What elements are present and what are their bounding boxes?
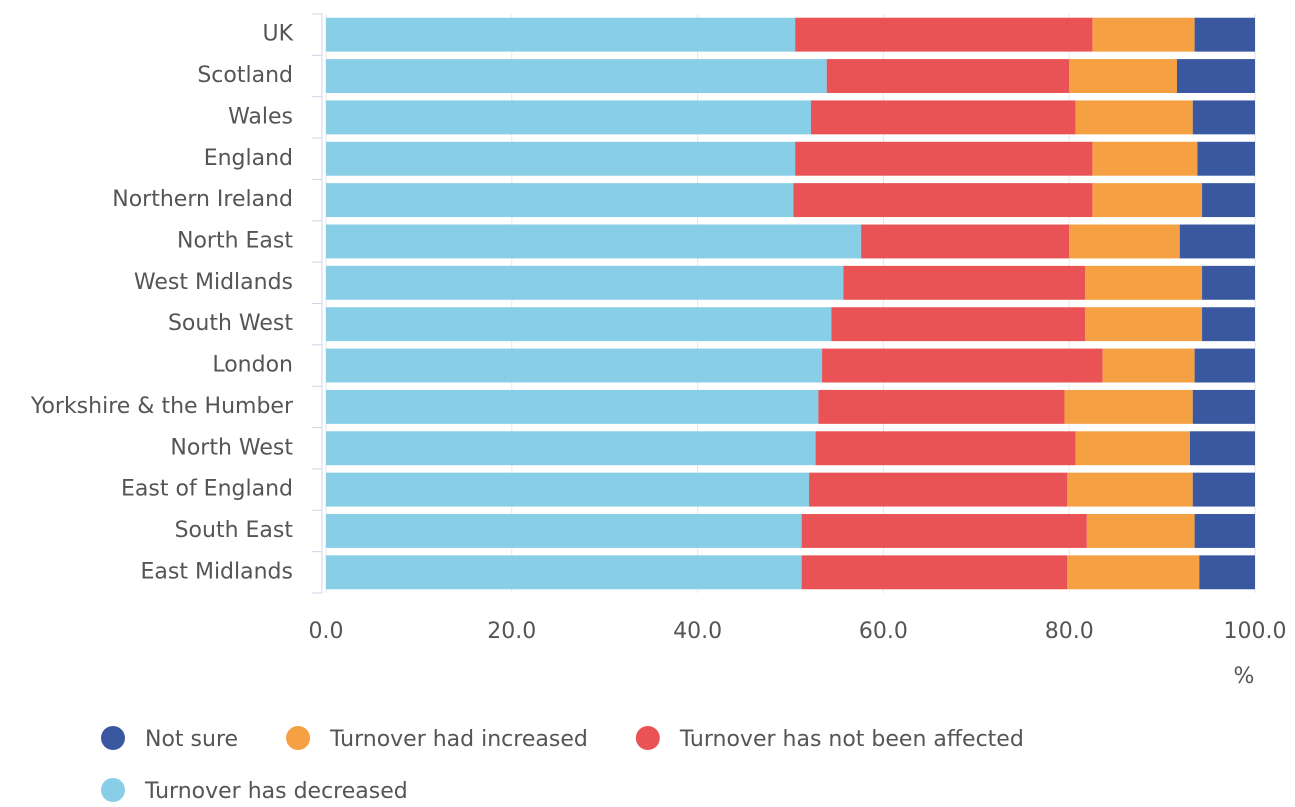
bar-segment [326,224,862,259]
bar-segment [1194,514,1255,548]
bar-segment [795,17,1093,52]
bar-segment [326,389,819,424]
bar-segment [1067,472,1193,507]
bar-segment [1202,265,1255,300]
y-tick-label: North West [170,435,293,460]
y-tick-label: London [212,353,293,378]
bar-segment [801,514,1087,548]
bar-segment [1199,555,1255,590]
bar-segment [1179,224,1255,259]
bar-segment [793,183,1093,218]
bar-segment [1102,348,1195,383]
x-tick-label: 0.0 [309,619,344,644]
x-tick-label: 80.0 [1045,619,1094,644]
bar-segment [1092,183,1203,218]
y-tick-label: North East [177,228,293,253]
y-tick-label: Wales [228,104,293,129]
bar-segment [810,100,1076,135]
bar-segment [326,555,802,590]
bar-segment [1075,431,1190,466]
y-tick-label: South West [168,311,293,336]
bar-segment [1202,183,1255,218]
legend-label: Turnover has decreased [144,779,408,804]
legend-marker [635,726,660,750]
x-tick-label: 60.0 [859,619,908,644]
bar-segment [1202,307,1255,342]
bar-segment [831,307,1085,342]
bar-segment [1075,100,1193,135]
bar-segment [326,59,827,93]
bar-segment [1197,141,1255,176]
bar-segment [1069,224,1180,259]
bar-segment [1092,17,1195,52]
bar-segment [1189,431,1255,466]
bar-segment [809,472,1068,507]
bar-segment [1092,141,1198,176]
bar-segment [1176,59,1255,93]
bar-segment [801,555,1068,590]
bar-segment [326,141,796,176]
bar-segment [1192,472,1255,507]
bar-segment [326,472,810,507]
x-axis-label: % [1234,664,1255,689]
y-tick-label: East Midlands [141,559,294,584]
y-tick-label: South East [175,518,294,543]
bar-segment [1086,514,1195,548]
bar-segment [326,100,811,135]
legend-label: Turnover had increased [329,727,588,752]
legend-label: Not sure [145,727,238,752]
bar-segment [326,348,823,383]
bar-segment [326,431,816,466]
y-tick-label: East of England [121,477,293,502]
bar-segment [795,141,1093,176]
y-tick-label: UK [262,22,293,47]
y-tick-label: Yorkshire & the Humber [30,394,294,419]
bar-segment [326,514,802,548]
y-tick-label: West Midlands [134,270,293,295]
y-tick-label: England [204,146,293,171]
bar-segment [826,59,1070,93]
y-tick-label: Northern Ireland [112,187,293,212]
bar-segment [1192,389,1255,424]
bar-segment [1192,100,1255,135]
bar-segment [843,265,1085,300]
bar-segment [326,17,796,52]
x-tick-label: 40.0 [673,619,722,644]
bar-segment [1194,17,1255,52]
bar-segment [818,389,1065,424]
bar-segment [861,224,1070,259]
y-tick-label: Scotland [197,63,293,88]
bar-segment [326,265,844,300]
legend-label: Turnover has not been affected [679,727,1024,752]
bar-segment [1069,59,1177,93]
bar-segment [1067,555,1200,590]
legend-marker [101,778,125,802]
bar-segment [1084,265,1203,300]
bar-segment [1064,389,1193,424]
bar-segment [1194,348,1255,383]
legend-marker [286,726,311,750]
bar-segment [815,431,1076,466]
bar-segment [326,183,794,218]
x-tick-label: 20.0 [487,619,536,644]
bar-segment [326,307,832,342]
x-tick-label: 100.0 [1224,619,1287,644]
bar-segment [822,348,1103,383]
bar-segment [1084,307,1203,342]
legend-marker [101,726,125,750]
